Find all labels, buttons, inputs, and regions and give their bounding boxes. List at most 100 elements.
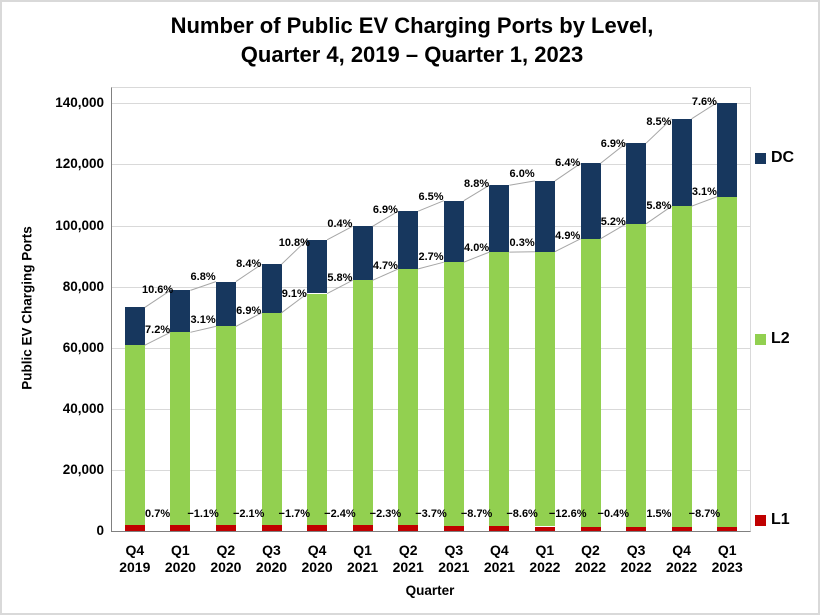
y-tick-label: 60,000 — [62, 339, 104, 355]
bar-segment-dc — [443, 200, 464, 263]
growth-label-l1: −2.4% — [324, 508, 356, 520]
l2-connector-line — [372, 268, 399, 281]
x-tick-label: Q2 2022 — [574, 542, 607, 575]
growth-label-l2: 4.7% — [372, 259, 398, 272]
l2-connector-line — [326, 279, 353, 295]
growth-label-l2: 6.9% — [236, 304, 262, 317]
y-axis-title: Public EV Charging Ports — [19, 226, 35, 390]
bar-segment-l2 — [398, 268, 419, 526]
growth-label-l2: 0.3% — [509, 236, 535, 249]
chart-title-line2: Quarter 4, 2019 – Quarter 1, 2023 — [240, 42, 584, 67]
growth-label-l1: 0.7% — [145, 508, 171, 520]
bar-segment-dc — [261, 264, 282, 313]
y-tick-label: 80,000 — [62, 278, 104, 294]
bar-segment-dc — [124, 307, 145, 346]
chart-title-line1: Number of Public EV Charging Ports by Le… — [170, 13, 654, 38]
bar-segment-l1 — [580, 527, 601, 531]
bar-segment-l1 — [170, 524, 191, 531]
gridline — [112, 225, 750, 227]
growth-label-dc: 8.8% — [464, 178, 490, 190]
x-tick-label: Q1 2023 — [711, 542, 743, 575]
total-connector-line — [645, 118, 672, 144]
bar-segment-l2 — [352, 280, 373, 526]
l2-swatch-icon — [755, 333, 766, 345]
total-connector-line — [372, 210, 399, 227]
total-connector-line — [691, 102, 718, 120]
growth-label-l2: 3.1% — [190, 314, 216, 327]
growth-label-dc: 6.4% — [555, 157, 581, 170]
bar-segment-l1 — [443, 525, 464, 531]
bar-segment-l1 — [534, 526, 555, 531]
total-connector-line — [463, 184, 490, 202]
x-tick-label: Q1 2021 — [347, 542, 379, 575]
l2-connector-line — [281, 293, 308, 314]
growth-label-l2: 7.2% — [145, 323, 171, 336]
plot-area: 0 20,000 40,000 60,000 80,000 100,000 120,000 1… — [55, 87, 751, 575]
total-connector-line — [600, 142, 627, 164]
growth-label-dc: 6.9% — [600, 138, 626, 151]
growth-label-dc: 7.6% — [691, 95, 717, 108]
bar-segment-dc — [398, 211, 419, 269]
bar-segment-dc — [671, 118, 692, 207]
gridline — [112, 103, 750, 105]
bar-segment-l1 — [307, 525, 328, 531]
bar-segment-dc — [580, 163, 601, 239]
x-axis-title: Quarter — [405, 583, 455, 598]
total-connector-line — [235, 263, 262, 283]
growth-label-l1: −2.1% — [232, 508, 265, 520]
total-connector-line — [326, 225, 353, 241]
l2-connector-line — [600, 223, 627, 240]
l2-connector-line — [144, 331, 171, 346]
bar-segment-l2 — [443, 262, 464, 526]
x-tick-label: Q4 2021 — [483, 542, 515, 575]
x-tick-label: Q2 2021 — [392, 542, 424, 575]
growth-label-dc: 10.6% — [141, 283, 174, 296]
y-tick-label: 40,000 — [62, 400, 104, 416]
growth-label-l1: −1.1% — [187, 508, 219, 520]
y-tick-label: 0 — [96, 523, 104, 538]
growth-label-dc: 6.0% — [509, 168, 535, 181]
bar-segment-l2 — [170, 332, 191, 525]
growth-label-l2: 2.7% — [418, 250, 444, 263]
bar-segment-l2 — [124, 345, 145, 525]
bar-segment-l1 — [124, 524, 145, 531]
bar-segment-dc — [489, 185, 510, 252]
gridline — [112, 164, 750, 166]
legend-label-dc: DC — [771, 149, 795, 166]
l2-connector-line — [190, 325, 217, 333]
bar-segment-dc — [215, 281, 236, 327]
bar-segment-l2 — [534, 251, 555, 527]
bar-segment-dc — [626, 143, 647, 224]
bar-segment-dc — [717, 102, 738, 197]
y-tick-label: 120,000 — [55, 156, 104, 172]
growth-label-l2: 5.8% — [327, 271, 353, 284]
gridline — [112, 408, 750, 410]
bar-segment-l1 — [671, 527, 692, 531]
growth-label-l2: 3.1% — [691, 186, 717, 199]
bar-segment-l1 — [398, 525, 419, 531]
x-tick-label: Q1 2022 — [529, 542, 561, 575]
growth-label-l2: 5.8% — [646, 200, 672, 212]
y-tick-label: 100,000 — [55, 217, 104, 233]
gridline — [112, 469, 750, 471]
x-tick-label: Q3 2021 — [438, 542, 470, 575]
legend-item-l2: L2 — [755, 330, 790, 348]
x-tick-label: Q2 2020 — [210, 542, 242, 575]
bar-segment-l1 — [261, 525, 282, 531]
growth-label-l2: 9.1% — [281, 288, 307, 301]
growth-label-l1: −3.7% — [415, 508, 447, 520]
growth-label-l1: −8.7% — [688, 508, 721, 520]
bar-segment-l1 — [489, 526, 510, 531]
legend-item-dc: DC — [755, 149, 794, 167]
bar-segment-l1 — [352, 525, 373, 531]
legend-item-l1: L1 — [755, 511, 790, 529]
l2-connector-line — [418, 261, 444, 270]
x-tick-label: Q4 2020 — [301, 542, 333, 575]
l2-connector-line — [463, 251, 490, 263]
legend-label-l2: L2 — [771, 330, 790, 347]
l1-swatch-icon — [755, 514, 766, 526]
growth-label-dc: 0.4% — [327, 218, 353, 231]
bar-segment-l2 — [307, 293, 328, 526]
legend-label-l1: L1 — [771, 511, 790, 528]
bar-segment-l1 — [215, 524, 236, 531]
